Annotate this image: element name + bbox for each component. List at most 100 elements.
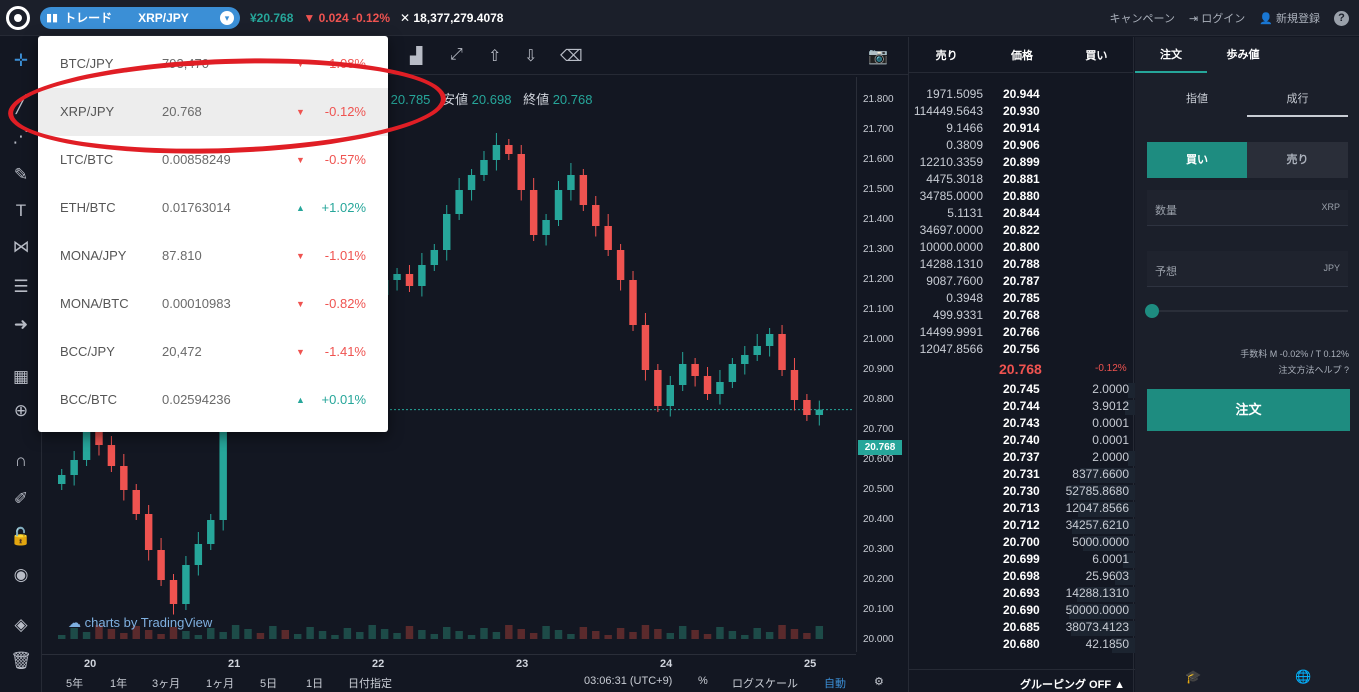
- trend-line-icon[interactable]: ╱: [15, 95, 27, 114]
- campaign-link[interactable]: キャンペーン: [1109, 13, 1175, 25]
- crosshair-icon[interactable]: ✛: [13, 51, 29, 70]
- eraser-icon[interactable]: ⌫: [560, 48, 583, 65]
- bid-row[interactable]: 20.680 42.1850: [909, 637, 1135, 654]
- auto-scale-toggle[interactable]: 自動: [824, 678, 846, 690]
- bid-row[interactable]: 20.745 2.0000: [909, 382, 1135, 399]
- estimate-field[interactable]: 予想 JPY: [1147, 251, 1348, 287]
- ask-row[interactable]: 12047.8566 20.756: [909, 342, 1135, 359]
- pitchfork-icon[interactable]: ⋰: [12, 127, 30, 146]
- ask-row[interactable]: 34697.0000 20.822: [909, 223, 1135, 240]
- bid-row[interactable]: 20.744 3.9012: [909, 399, 1135, 416]
- gear-icon[interactable]: ⚙: [874, 676, 884, 688]
- ask-row[interactable]: 14499.9991 20.766: [909, 325, 1135, 342]
- dropdown-item[interactable]: BCC/BTC 0.02594236 ▲ +0.01%: [38, 376, 388, 424]
- ask-row[interactable]: 0.3809 20.906: [909, 138, 1135, 155]
- indicators-icon[interactable]: ▟: [410, 48, 423, 65]
- dropdown-item[interactable]: BTC/JPY 793,470 ▼ -1.08%: [38, 40, 388, 88]
- bid-row[interactable]: 20.731 8377.6600: [909, 467, 1135, 484]
- bid-row[interactable]: 20.740 0.0001: [909, 433, 1135, 450]
- ask-row[interactable]: 1971.5095 20.944: [909, 87, 1135, 104]
- order-help-link[interactable]: 注文方法ヘルプ ?: [1278, 363, 1349, 376]
- range-3m[interactable]: 3ヶ月: [152, 678, 181, 690]
- signup-link[interactable]: 👤 新規登録: [1259, 10, 1320, 26]
- tab-trades[interactable]: 歩み値: [1226, 49, 1260, 61]
- dropdown-item[interactable]: ETH/BTC 0.01763014 ▲ +1.02%: [38, 184, 388, 232]
- ask-row[interactable]: 0.3948 20.785: [909, 291, 1135, 308]
- ask-row[interactable]: 4475.3018 20.881: [909, 172, 1135, 189]
- brush-icon[interactable]: ✎: [13, 165, 29, 184]
- lock-icon[interactable]: 🔓: [10, 527, 32, 546]
- help-icon[interactable]: ?: [1334, 10, 1349, 26]
- bid-row[interactable]: 20.700 5000.0000: [909, 535, 1135, 552]
- ask-row[interactable]: 12210.3359 20.899: [909, 155, 1135, 172]
- text-icon[interactable]: T: [15, 201, 27, 220]
- magnet-icon[interactable]: ∩: [14, 451, 28, 470]
- range-5y[interactable]: 5年: [66, 678, 84, 690]
- chevron-down-icon[interactable]: ▾: [220, 10, 234, 25]
- range-1m[interactable]: 1ヶ月: [206, 678, 235, 690]
- ask-row[interactable]: 10000.0000 20.800: [909, 240, 1135, 257]
- slider-handle[interactable]: [1145, 304, 1159, 318]
- pair-selector[interactable]: ▮▮ トレード XRP/JPY ▾: [40, 6, 240, 29]
- range-5d[interactable]: 5日: [260, 678, 278, 690]
- buy-toggle[interactable]: 買い: [1147, 142, 1247, 178]
- ask-price: 20.800: [1003, 240, 1040, 254]
- range-custom[interactable]: 日付指定: [348, 678, 392, 690]
- bid-row[interactable]: 20.699 6.0001: [909, 552, 1135, 569]
- dropdown-item[interactable]: MONA/BTC 0.00010983 ▼ -0.82%: [38, 280, 388, 328]
- bid-row[interactable]: 20.713 12047.8566: [909, 501, 1135, 518]
- range-1d[interactable]: 1日: [306, 678, 324, 690]
- dropdown-item[interactable]: XRP/JPY 20.768 ▼ -0.12%: [38, 88, 388, 136]
- bid-row[interactable]: 20.693 14288.1310: [909, 586, 1135, 603]
- quantity-field[interactable]: 数量 XRP: [1147, 190, 1348, 226]
- login-link[interactable]: ⇥ ログイン: [1189, 10, 1245, 26]
- dropdown-item[interactable]: MONA/JPY 87.810 ▼ -1.01%: [38, 232, 388, 280]
- ask-row[interactable]: 9.1466 20.914: [909, 121, 1135, 138]
- log-scale-toggle[interactable]: ログスケール: [732, 678, 798, 690]
- upload-icon[interactable]: ⇧: [488, 48, 502, 65]
- trash-icon[interactable]: 🗑: [10, 651, 32, 670]
- bitbank-logo-icon[interactable]: [6, 5, 30, 30]
- range-1y[interactable]: 1年: [110, 678, 128, 690]
- eye-icon[interactable]: ◉: [13, 565, 29, 584]
- tab-market[interactable]: 成行: [1247, 81, 1348, 117]
- bid-row[interactable]: 20.685 38073.4123: [909, 620, 1135, 637]
- download-icon[interactable]: ⇩: [524, 48, 538, 65]
- measure-icon[interactable]: ▦: [12, 367, 30, 386]
- dropdown-item[interactable]: LTC/BTC 0.00858249 ▼ -0.57%: [38, 136, 388, 184]
- ask-row[interactable]: 34785.0000 20.880: [909, 189, 1135, 206]
- bid-row[interactable]: 20.730 52785.8680: [909, 484, 1135, 501]
- amount-slider[interactable]: [1145, 304, 1348, 318]
- layers-icon[interactable]: ◈: [14, 615, 28, 634]
- grouping-toggle[interactable]: グルーピング OFF ▲: [909, 669, 1135, 692]
- down-arrow-icon: ▼: [296, 107, 305, 117]
- back-arrow-icon[interactable]: ➜: [13, 315, 29, 334]
- sell-toggle[interactable]: 売り: [1247, 142, 1348, 178]
- pencil-lock-icon[interactable]: ✐: [13, 489, 29, 508]
- bid-row[interactable]: 20.737 2.0000: [909, 450, 1135, 467]
- bid-row[interactable]: 20.743 0.0001: [909, 416, 1135, 433]
- submit-order-button[interactable]: 注文: [1147, 389, 1350, 431]
- graduation-icon[interactable]: 🎓: [1185, 669, 1202, 684]
- camera-icon[interactable]: 📷: [868, 48, 888, 65]
- fib-icon[interactable]: ☰: [13, 277, 29, 296]
- ask-row[interactable]: 9087.7600 20.787: [909, 274, 1135, 291]
- ask-row[interactable]: 499.9331 20.768: [909, 308, 1135, 325]
- percent-toggle[interactable]: %: [698, 675, 708, 687]
- tradingview-watermark[interactable]: ☁ charts by TradingView: [68, 615, 212, 631]
- zoom-icon[interactable]: ⊕: [13, 401, 29, 420]
- bid-row[interactable]: 20.690 50000.0000: [909, 603, 1135, 620]
- ask-row[interactable]: 114449.5643 20.930: [909, 104, 1135, 121]
- ask-row[interactable]: 5.1131 20.844: [909, 206, 1135, 223]
- pattern-icon[interactable]: ⋈: [12, 237, 30, 256]
- bid-row[interactable]: 20.698 25.9603: [909, 569, 1135, 586]
- bid-row[interactable]: 20.712 34257.6210: [909, 518, 1135, 535]
- ask-row[interactable]: 14288.1310 20.788: [909, 257, 1135, 274]
- tab-order[interactable]: 注文: [1135, 37, 1207, 73]
- dropdown-item[interactable]: BCC/JPY 20,472 ▼ -1.41%: [38, 328, 388, 376]
- tab-limit[interactable]: 指値: [1186, 93, 1208, 105]
- globe-icon[interactable]: 🌐: [1295, 669, 1312, 684]
- time-axis[interactable]: 20 21 22 23 24 25: [42, 654, 856, 672]
- price-axis[interactable]: 21.800 21.700 21.600 21.500 21.400 21.300 21.2…: [856, 77, 908, 652]
- fullscreen-icon[interactable]: ⤢: [450, 46, 463, 63]
